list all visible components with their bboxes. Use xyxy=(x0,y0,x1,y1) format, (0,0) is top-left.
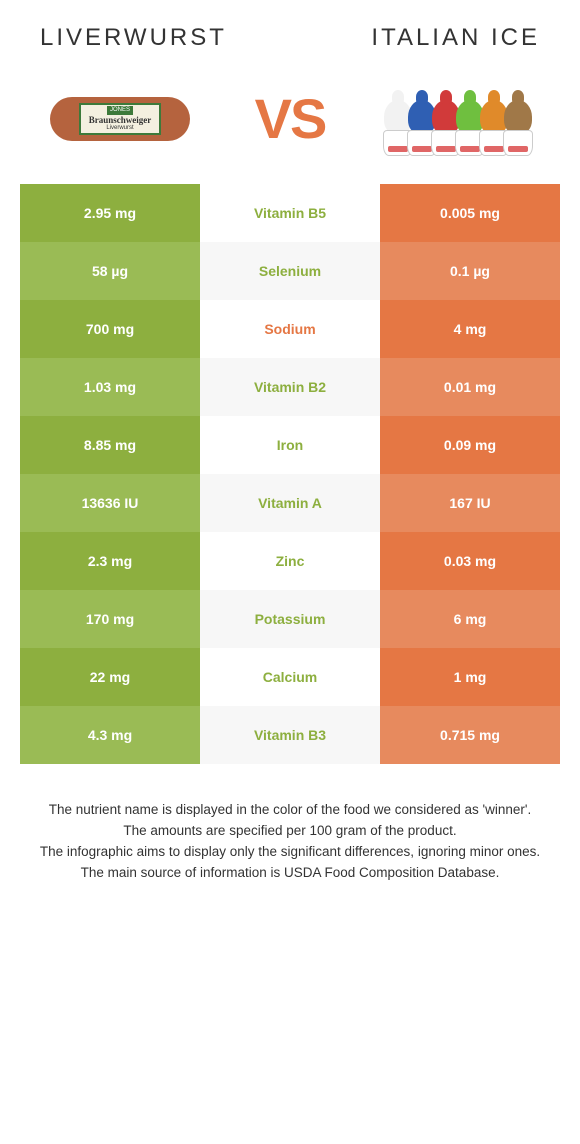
italian-ice-icon xyxy=(380,74,540,164)
value-right: 0.715 mg xyxy=(380,706,560,764)
nutrient-name: Zinc xyxy=(200,532,380,590)
value-right: 0.09 mg xyxy=(380,416,560,474)
nutrient-name: Selenium xyxy=(200,242,380,300)
value-left: 13636 IU xyxy=(20,474,200,532)
value-left: 4.3 mg xyxy=(20,706,200,764)
value-left: 58 µg xyxy=(20,242,200,300)
value-right: 0.1 µg xyxy=(380,242,560,300)
table-row: 58 µgSelenium0.1 µg xyxy=(20,242,560,300)
footer-line: The amounts are specified per 100 gram o… xyxy=(28,821,552,842)
vs-badge: VS xyxy=(255,91,326,147)
value-left: 22 mg xyxy=(20,648,200,706)
header: LIVERWURST ITALIAN ICE xyxy=(0,0,580,64)
footer-line: The infographic aims to display only the… xyxy=(28,842,552,863)
value-left: 170 mg xyxy=(20,590,200,648)
sausage-sub: Liverwurst xyxy=(106,125,133,132)
nutrient-name: Vitamin B2 xyxy=(200,358,380,416)
nutrient-name: Iron xyxy=(200,416,380,474)
value-left: 8.85 mg xyxy=(20,416,200,474)
infographic: LIVERWURST ITALIAN ICE JONES Braunschwei… xyxy=(0,0,580,904)
title-left: LIVERWURST xyxy=(40,24,227,52)
footer-line: The nutrient name is displayed in the co… xyxy=(28,800,552,821)
images-row: JONES Braunschweiger Liverwurst VS xyxy=(0,64,580,184)
value-left: 2.95 mg xyxy=(20,184,200,242)
food-image-left: JONES Braunschweiger Liverwurst xyxy=(40,74,200,164)
value-left: 2.3 mg xyxy=(20,532,200,590)
table-row: 8.85 mgIron0.09 mg xyxy=(20,416,560,474)
title-right: ITALIAN ICE xyxy=(371,24,540,52)
value-right: 6 mg xyxy=(380,590,560,648)
table-row: 2.3 mgZinc0.03 mg xyxy=(20,532,560,590)
table-row: 4.3 mgVitamin B30.715 mg xyxy=(20,706,560,764)
sausage-main: Braunschweiger xyxy=(89,116,152,126)
table-row: 700 mgSodium4 mg xyxy=(20,300,560,358)
sausage-icon: JONES Braunschweiger Liverwurst xyxy=(45,89,195,149)
footer-notes: The nutrient name is displayed in the co… xyxy=(0,764,580,904)
table-row: 170 mgPotassium6 mg xyxy=(20,590,560,648)
nutrient-name: Sodium xyxy=(200,300,380,358)
sausage-brand: JONES xyxy=(107,106,133,115)
table-row: 22 mgCalcium1 mg xyxy=(20,648,560,706)
nutrient-name: Potassium xyxy=(200,590,380,648)
food-image-right xyxy=(380,74,540,164)
table-row: 2.95 mgVitamin B50.005 mg xyxy=(20,184,560,242)
value-right: 0.01 mg xyxy=(380,358,560,416)
value-left: 700 mg xyxy=(20,300,200,358)
value-right: 167 IU xyxy=(380,474,560,532)
table-row: 13636 IUVitamin A167 IU xyxy=(20,474,560,532)
value-right: 0.03 mg xyxy=(380,532,560,590)
footer-line: The main source of information is USDA F… xyxy=(28,863,552,884)
value-left: 1.03 mg xyxy=(20,358,200,416)
nutrient-name: Vitamin A xyxy=(200,474,380,532)
value-right: 1 mg xyxy=(380,648,560,706)
nutrient-table: 2.95 mgVitamin B50.005 mg58 µgSelenium0.… xyxy=(20,184,560,764)
nutrient-name: Vitamin B3 xyxy=(200,706,380,764)
value-right: 4 mg xyxy=(380,300,560,358)
nutrient-name: Calcium xyxy=(200,648,380,706)
value-right: 0.005 mg xyxy=(380,184,560,242)
nutrient-name: Vitamin B5 xyxy=(200,184,380,242)
table-row: 1.03 mgVitamin B20.01 mg xyxy=(20,358,560,416)
ice-cone xyxy=(500,100,536,156)
